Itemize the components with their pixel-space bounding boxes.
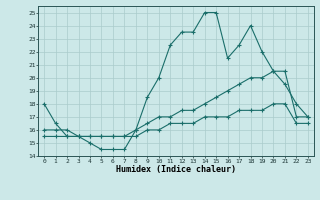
X-axis label: Humidex (Indice chaleur): Humidex (Indice chaleur)	[116, 165, 236, 174]
